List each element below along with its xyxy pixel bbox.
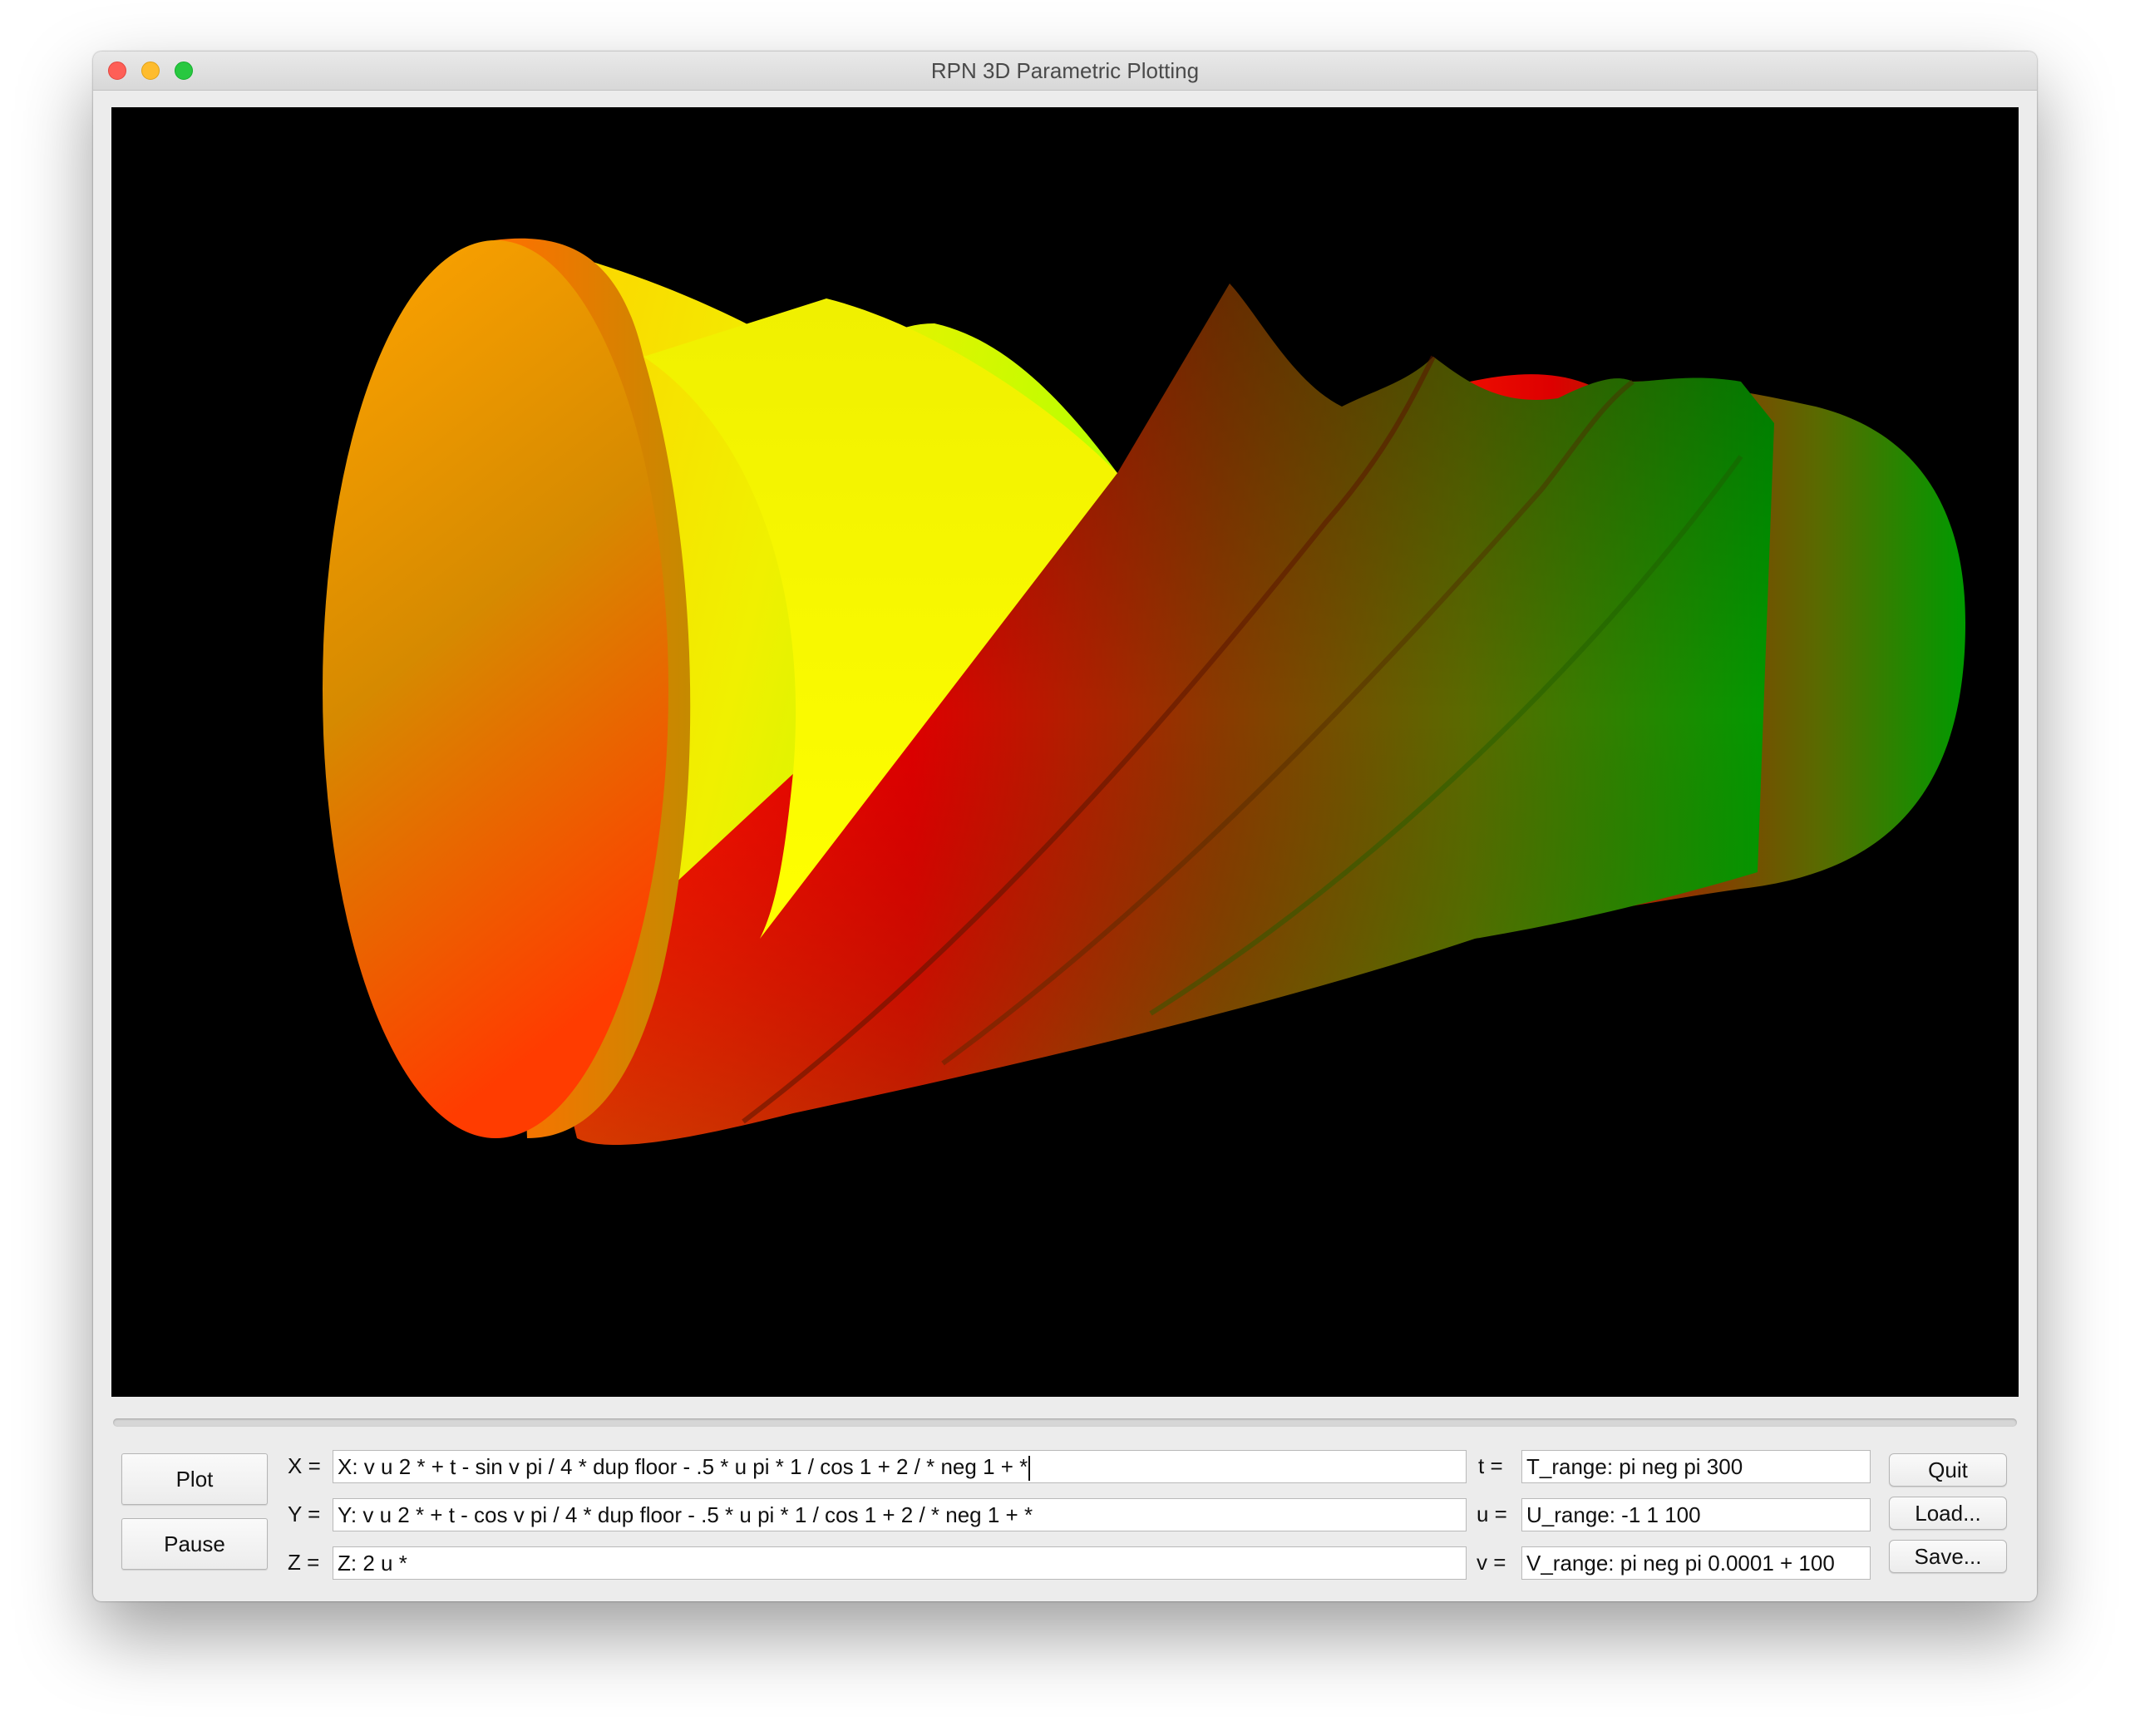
x-equation-label: X = (288, 1453, 321, 1478)
spiral-ridge-3 (1149, 455, 1743, 1016)
window-title: RPN 3D Parametric Plotting (930, 58, 1200, 83)
x-equation-text: X: v u 2 * + t - sin v pi / 4 * dup floo… (338, 1454, 1028, 1479)
plot-canvas[interactable] (111, 107, 2019, 1397)
pause-button[interactable]: Pause (121, 1518, 268, 1570)
surface-shading (544, 284, 1774, 1146)
z-equation-label: Z = (288, 1550, 320, 1575)
v-range-label: v = (1477, 1550, 1506, 1575)
u-range-field[interactable]: U_range: -1 1 100 (1521, 1498, 1871, 1531)
spiral-ridge-2 (941, 379, 1634, 1066)
z-equation-field[interactable]: Z: 2 u * (333, 1546, 1467, 1580)
load-button[interactable]: Load... (1889, 1497, 2007, 1530)
t-range-label: t = (1478, 1453, 1503, 1478)
surface-front-disk (323, 240, 668, 1138)
save-button[interactable]: Save... (1889, 1540, 2007, 1573)
quit-button[interactable]: Quit (1889, 1453, 2007, 1487)
text-caret (1028, 1456, 1031, 1482)
spiral-ridge-1 (742, 355, 1436, 1124)
close-button[interactable] (108, 62, 126, 80)
plot-button[interactable]: Plot (121, 1453, 268, 1505)
title-bar[interactable]: RPN 3D Parametric Plotting (93, 52, 2037, 91)
t-range-field[interactable]: T_range: pi neg pi 300 (1521, 1450, 1871, 1483)
progress-slider[interactable] (113, 1418, 2017, 1427)
parametric-surface-render (323, 238, 1965, 1146)
y-equation-field[interactable]: Y: v u 2 * + t - cos v pi / 4 * dup floo… (333, 1498, 1467, 1531)
y-equation-label: Y = (288, 1502, 321, 1526)
v-range-field[interactable]: V_range: pi neg pi 0.0001 + 100 (1521, 1546, 1871, 1580)
zoom-button[interactable] (175, 62, 193, 80)
minimize-button[interactable] (141, 62, 160, 80)
app-window: RPN 3D Parametric Plotting (93, 52, 2037, 1601)
surface-inner-yellow (643, 298, 1117, 939)
u-range-label: u = (1477, 1502, 1507, 1526)
x-equation-field[interactable]: X: v u 2 * + t - sin v pi / 4 * dup floo… (333, 1450, 1467, 1483)
